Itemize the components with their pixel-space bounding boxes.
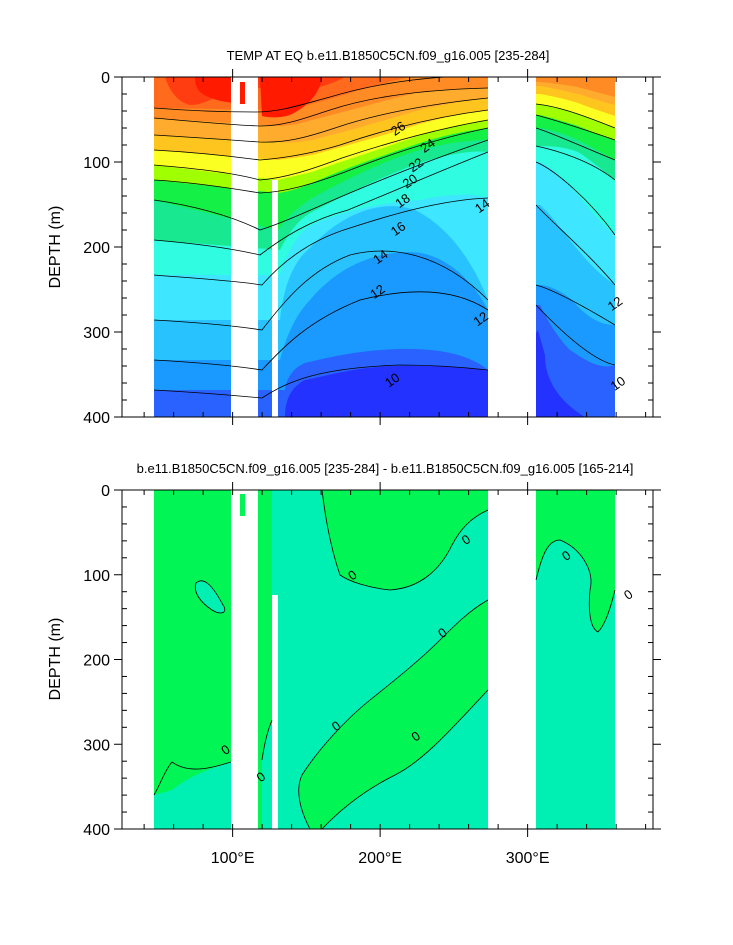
top-contour-line — [153, 151, 489, 256]
top-contour-label: 16 — [388, 218, 408, 239]
top-y-tick-label: 100 — [83, 155, 110, 172]
bottom-land-gap-2 — [272, 595, 278, 829]
bottom-x-tick-label: 300°E — [506, 850, 550, 867]
bottom-chart: b.e11.B1850C5CN.f09_g16.005 [235-284] - … — [47, 461, 661, 867]
bottom-positive-region — [322, 490, 488, 590]
top-contour-line — [153, 291, 489, 371]
bottom-contour-line — [321, 490, 489, 591]
bottom-positive-region — [195, 580, 225, 613]
bottom-contour-line — [321, 689, 489, 829]
top-contour-line — [535, 127, 616, 161]
top-contour-label: 14 — [472, 195, 492, 216]
top-contour-line — [153, 119, 489, 181]
top-contour-label: 22 — [406, 155, 426, 176]
top-contour-label: 24 — [417, 135, 437, 156]
top-contour-line — [153, 139, 489, 231]
bottom-y-axis-label: DEPTH (m) — [47, 618, 64, 701]
top-contour-label: 10 — [608, 373, 628, 394]
top-contour-lines — [153, 77, 616, 399]
top-contour-label: 14 — [370, 246, 390, 267]
top-y-axis-label: DEPTH (m) — [47, 206, 64, 289]
top-contour-line — [535, 161, 616, 236]
bottom-positive-region — [298, 600, 488, 829]
top-y-tick-label: 400 — [83, 410, 110, 427]
bottom-contour-line — [194, 580, 226, 614]
top-land-gap-1 — [231, 77, 258, 417]
top-contour-line — [153, 87, 489, 127]
top-contour-line — [535, 304, 616, 366]
top-contour-field — [154, 77, 615, 417]
top-contour-label: 10 — [382, 370, 402, 391]
bottom-contour-line — [153, 761, 232, 796]
top-contour-label: 26 — [388, 118, 408, 139]
top-land-red-1 — [240, 82, 245, 104]
bottom-contour-line — [298, 599, 489, 829]
top-contour-line — [535, 145, 616, 181]
bottom-contour-lines — [153, 490, 616, 829]
top-contour-label: 12 — [470, 309, 490, 330]
top-land-gap-3 — [488, 77, 536, 417]
bottom-contour-line — [535, 539, 616, 633]
top-contour-line — [535, 114, 616, 141]
bottom-y-tick-label: 0 — [101, 483, 110, 500]
bottom-positive-region — [536, 490, 615, 632]
top-y-tick-label: 200 — [83, 240, 110, 257]
top-chart-title: TEMP AT EQ b.e11.B1850C5CN.f09_g16.005 [… — [227, 48, 550, 63]
bottom-chart-title: b.e11.B1850C5CN.f09_g16.005 [235-284] - … — [137, 461, 634, 476]
top-tick-labels: 0 100 200 300 400 — [83, 70, 110, 427]
bottom-tick-labels: 100°E 200°E 300°E 0 100 200 300 400 — [83, 483, 549, 867]
top-contour-line — [153, 250, 489, 331]
top-chart: TEMP AT EQ b.e11.B1850C5CN.f09_g16.005 [… — [47, 48, 661, 427]
bottom-axes — [114, 482, 661, 837]
top-contour-line — [535, 204, 616, 286]
top-land-gap-2 — [272, 180, 278, 417]
bottom-land-gap-3 — [488, 490, 536, 829]
bottom-y-tick-label: 300 — [83, 737, 110, 754]
top-y-tick-label: 0 — [101, 70, 110, 87]
bottom-positive-region — [154, 490, 231, 795]
top-y-tick-label: 300 — [83, 325, 110, 342]
bottom-land-gap-1 — [231, 490, 258, 829]
bottom-x-tick-label: 200°E — [358, 850, 402, 867]
bottom-y-tick-label: 100 — [83, 568, 110, 585]
bottom-y-tick-label: 200 — [83, 653, 110, 670]
bottom-contour-label: 0 — [621, 586, 636, 602]
top-contour-line — [535, 103, 616, 129]
bottom-land-green-1 — [240, 494, 245, 516]
top-contour-line — [153, 197, 489, 286]
top-contour-line — [153, 127, 489, 194]
top-contour-label: 12 — [367, 281, 387, 302]
top-contour-line — [153, 109, 489, 161]
top-contour-line — [153, 97, 489, 143]
bottom-x-tick-label: 100°E — [211, 850, 255, 867]
bottom-positive-region — [258, 490, 272, 829]
top-contour-line — [535, 284, 616, 326]
top-contour-label: 20 — [400, 171, 420, 192]
bottom-y-tick-label: 400 — [83, 822, 110, 839]
top-contour-line — [153, 77, 446, 113]
top-contour-label: 12 — [605, 293, 625, 314]
top-axes — [114, 69, 661, 425]
top-contour-line — [153, 364, 489, 399]
bottom-contour-field — [154, 490, 615, 829]
bottom-contour-line — [261, 719, 273, 761]
top-contour-label: 18 — [392, 190, 412, 211]
